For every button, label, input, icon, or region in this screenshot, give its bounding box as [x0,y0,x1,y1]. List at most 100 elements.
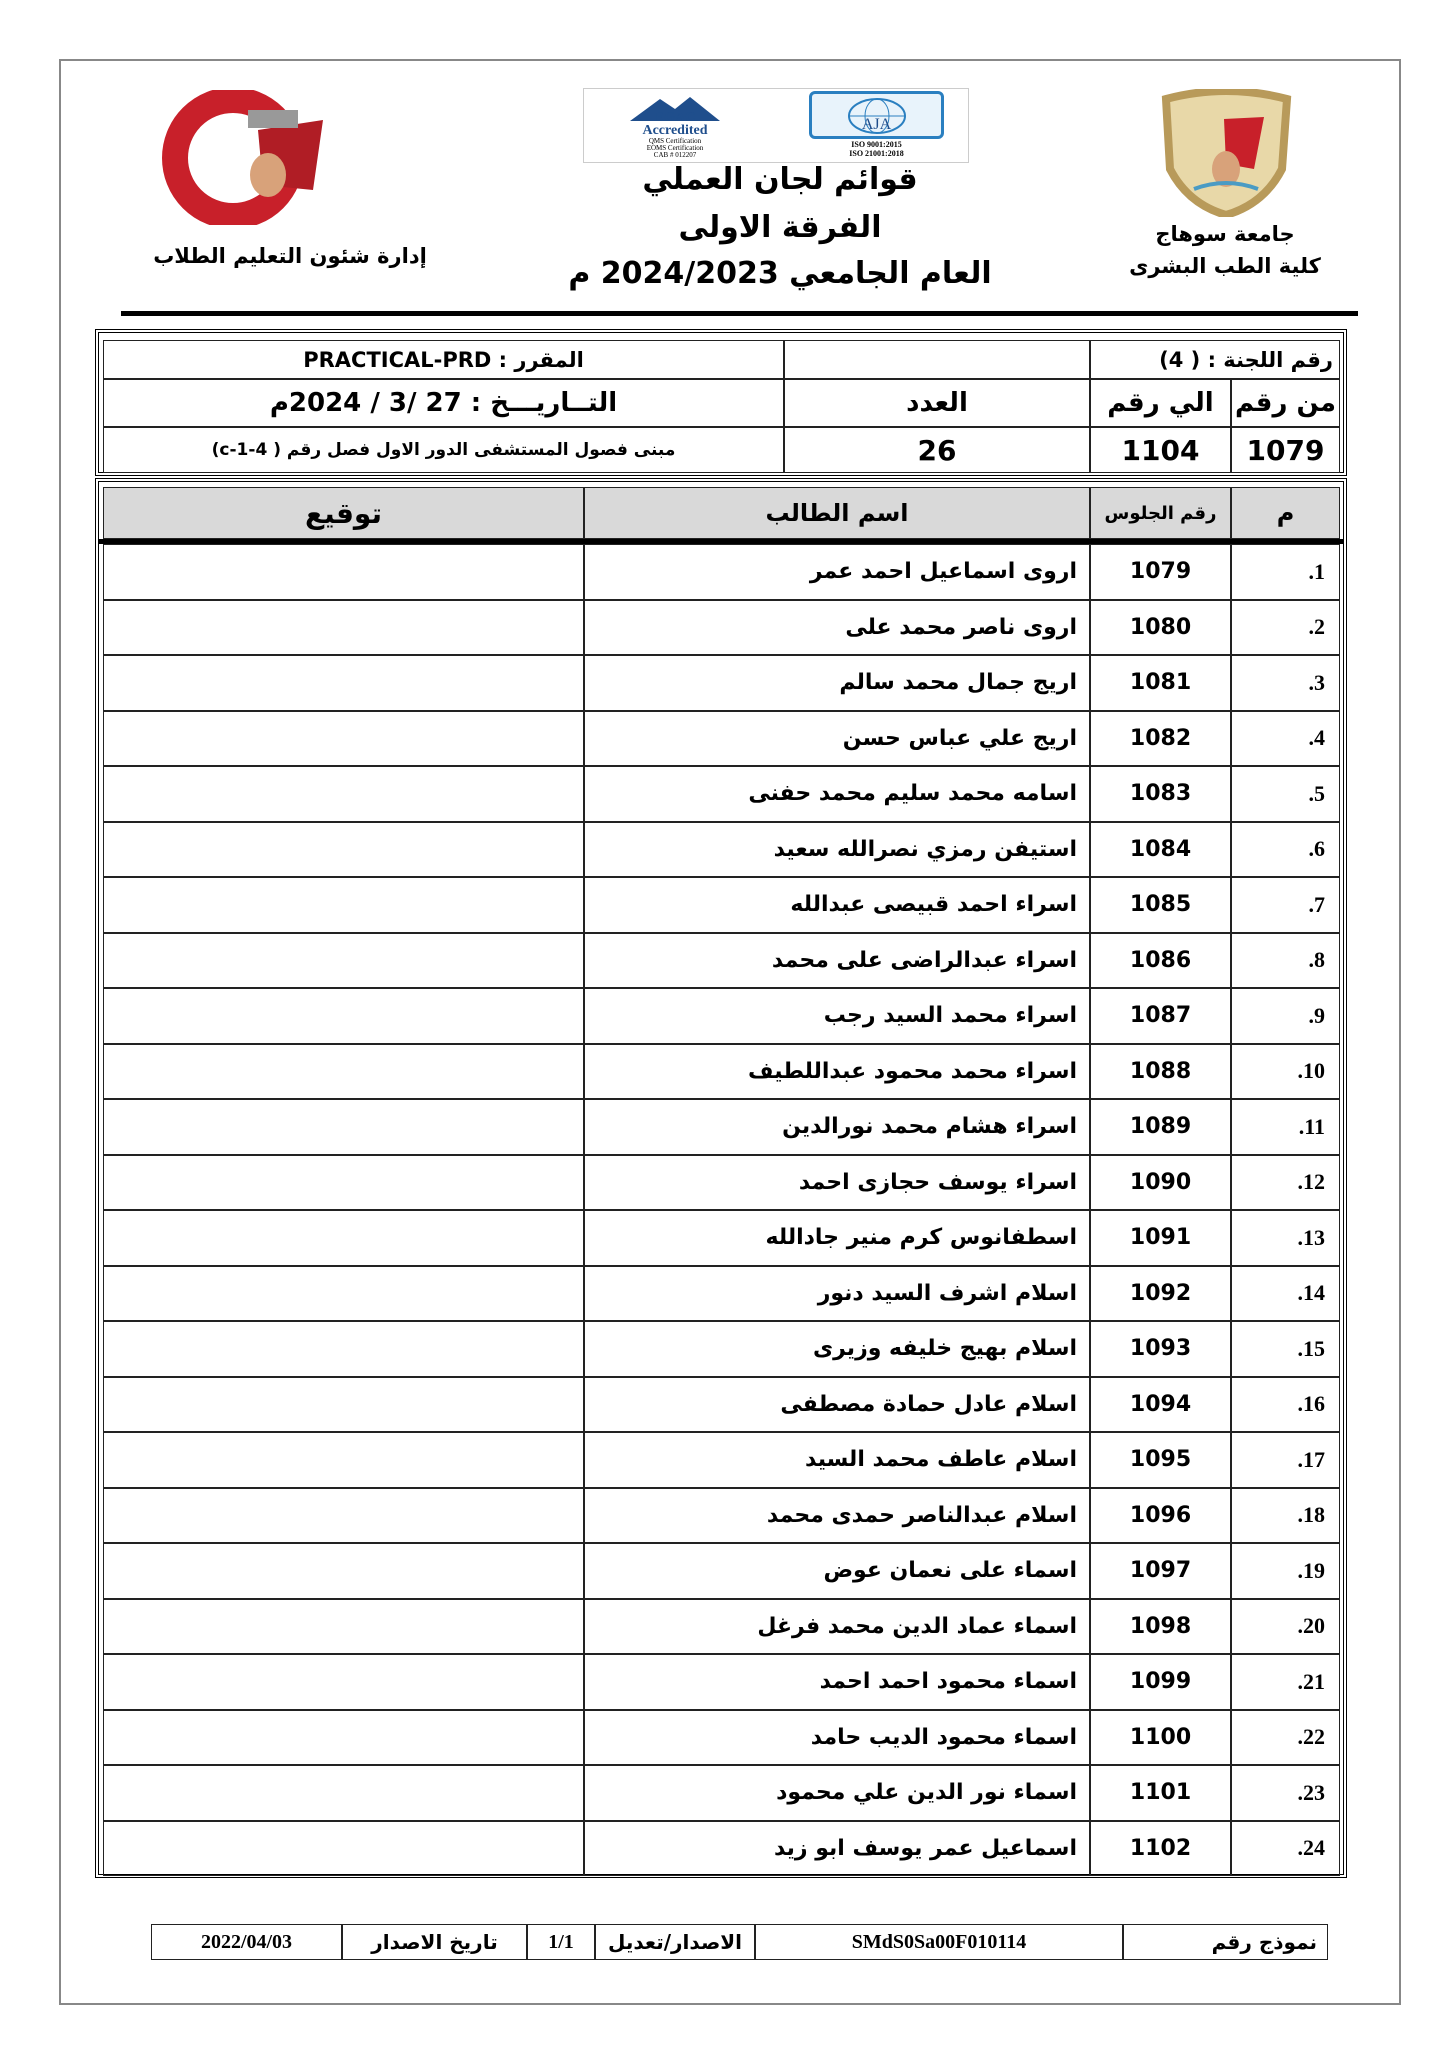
accreditation-logos: EGAC Accredited QMS Certification EOMS C… [583,88,969,163]
signature-cell[interactable] [103,877,584,933]
from-number-value: 1079 [1231,427,1340,473]
signature-cell[interactable] [103,1154,584,1210]
seat-number: 1093 [1090,1321,1231,1377]
signature-cell[interactable] [103,1598,584,1654]
egac-line: QMS Certification [648,137,702,145]
egac-line: EOMS Certification [646,144,704,152]
table-row: اسلام اشرف السيد دنور 1092.14 [99,1265,1343,1321]
form-number-value: SMdS0Sa00F010114 [755,1924,1123,1960]
student-name: اسامه محمد سليم محمد حفنى [584,766,1090,822]
egac-text: EGAC [654,110,696,125]
table-row: اسماء محمود الديب حامد 1100.22 [99,1709,1343,1765]
row-index: .11 [1231,1099,1340,1155]
seat-number: 1090 [1090,1154,1231,1210]
table-row: اسراء احمد قبيصى عبدالله 1085.7 [99,877,1343,933]
form-number-label: نموذج رقم [1123,1924,1328,1960]
row-index: .6 [1231,821,1340,877]
signature-cell[interactable] [103,1709,584,1765]
seat-number: 1102 [1090,1820,1231,1876]
row-index: .2 [1231,599,1340,655]
header-student-name: اسم الطالب [584,487,1090,539]
table-row: اريج جمال محمد سالم 1081.3 [99,655,1343,711]
table-row: اسلام بهيج خليفه وزيرى 1093.15 [99,1321,1343,1377]
seat-number: 1092 [1090,1265,1231,1321]
table-row: اسطفانوس كرم منير جادالله 1091.13 [99,1210,1343,1266]
signature-cell[interactable] [103,655,584,711]
sohag-university-logo [1154,87,1299,220]
seat-number: 1089 [1090,1099,1231,1155]
seat-number: 1079 [1090,544,1231,600]
seat-number: 1081 [1090,655,1231,711]
signature-cell[interactable] [103,821,584,877]
table-row: اسماء نور الدين علي محمود 1101.23 [99,1765,1343,1821]
signature-cell[interactable] [103,1210,584,1266]
seat-number: 1100 [1090,1709,1231,1765]
aja-line: ISO 21001:2018 [849,149,904,158]
seat-number: 1101 [1090,1765,1231,1821]
table-row: اسلام عادل حمادة مصطفى 1094.16 [99,1376,1343,1432]
signature-cell[interactable] [103,1543,584,1599]
row-index: .16 [1231,1376,1340,1432]
table-row: اسماء على نعمان عوض 1097.19 [99,1543,1343,1599]
signature-cell[interactable] [103,1487,584,1543]
row-index: .21 [1231,1654,1340,1710]
signature-cell[interactable] [103,1265,584,1321]
student-name: اسماء على نعمان عوض [584,1543,1090,1599]
signature-cell[interactable] [103,1765,584,1821]
student-name: اسلام عبدالناصر حمدى محمد [584,1487,1090,1543]
seat-number: 1083 [1090,766,1231,822]
table-row: اسلام عبدالناصر حمدى محمد 1096.18 [99,1487,1343,1543]
signature-cell[interactable] [103,932,584,988]
signature-cell[interactable] [103,544,584,600]
egac-sub: Accredited [642,123,708,138]
row-index: .15 [1231,1321,1340,1377]
signature-cell[interactable] [103,1376,584,1432]
signature-cell[interactable] [103,1321,584,1377]
issue-date-value: 2022/04/03 [151,1924,342,1960]
row-index: .13 [1231,1210,1340,1266]
signature-cell[interactable] [103,1043,584,1099]
signature-cell[interactable] [103,599,584,655]
student-name: اسراء احمد قبيصى عبدالله [584,877,1090,933]
row-index: .19 [1231,1543,1340,1599]
student-name: اروى اسماعيل احمد عمر [584,544,1090,600]
row-index: .10 [1231,1043,1340,1099]
student-name: اسلام بهيج خليفه وزيرى [584,1321,1090,1377]
student-name: اروى ناصر محمد على [584,599,1090,655]
count-label: العدد [784,379,1090,427]
seat-number: 1091 [1090,1210,1231,1266]
signature-cell[interactable] [103,710,584,766]
signature-cell[interactable] [103,766,584,822]
seat-number: 1084 [1090,821,1231,877]
right-caption-university: جامعة سوهاج [1155,222,1295,246]
table-row: اسامه محمد سليم محمد حفنى 1083.5 [99,766,1343,822]
row-index: .5 [1231,766,1340,822]
exam-location: مبنى فصول المستشفى الدور الاول فصل رقم (… [103,427,784,473]
signature-cell[interactable] [103,1432,584,1488]
student-name: اسراء يوسف حجازى احمد [584,1154,1090,1210]
seat-number: 1087 [1090,988,1231,1044]
signature-cell[interactable] [103,988,584,1044]
seat-number: 1094 [1090,1376,1231,1432]
row-index: .3 [1231,655,1340,711]
student-name: اسلام اشرف السيد دنور [584,1265,1090,1321]
seat-number: 1088 [1090,1043,1231,1099]
student-name: اسراء هشام محمد نورالدين [584,1099,1090,1155]
student-name: اسماء عماد الدين محمد فرغل [584,1598,1090,1654]
signature-cell[interactable] [103,1099,584,1155]
signature-cell[interactable] [103,1654,584,1710]
seat-number: 1085 [1090,877,1231,933]
signature-cell[interactable] [103,1820,584,1876]
to-number-value: 1104 [1090,427,1231,473]
student-name: اسراء محمد محمود عبداللطيف [584,1043,1090,1099]
seat-number: 1082 [1090,710,1231,766]
student-name: اسراء محمد السيد رجب [584,988,1090,1044]
table-row: اسلام عاطف محمد السيد 1095.17 [99,1432,1343,1488]
header-separator [99,539,1343,544]
committee-number: رقم اللجنة : ( 4) [1090,340,1340,379]
row-index: .7 [1231,877,1340,933]
student-name: استيفن رمزي نصرالله سعيد [584,821,1090,877]
student-name: اسلام عادل حمادة مصطفى [584,1376,1090,1432]
student-name: اسراء عبدالراضى على محمد [584,932,1090,988]
count-value: 26 [784,427,1090,473]
